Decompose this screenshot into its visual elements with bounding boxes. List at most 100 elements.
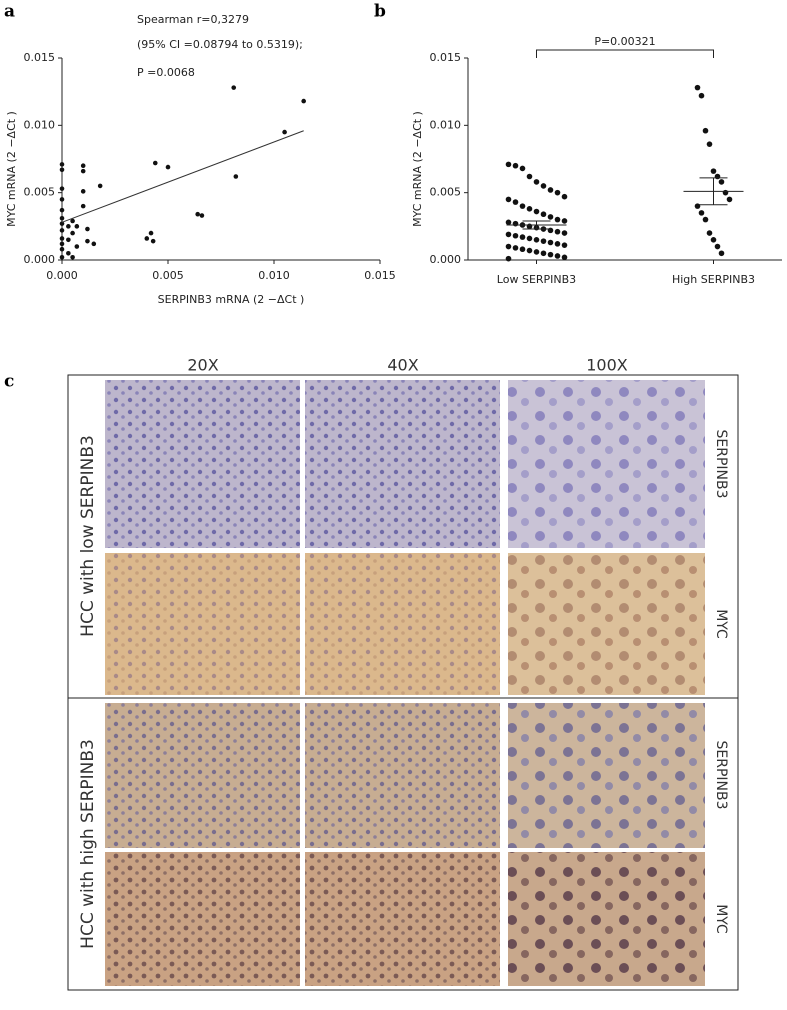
point: [80, 168, 86, 174]
point: [526, 247, 533, 254]
point: [59, 246, 65, 252]
point: [59, 167, 65, 173]
micrograph: [305, 553, 500, 695]
point: [547, 187, 554, 193]
column-header: 40X: [387, 356, 418, 375]
point: [533, 249, 540, 255]
y-tick-label: 0.010: [430, 118, 462, 131]
point: [710, 168, 717, 174]
point: [66, 250, 71, 256]
micrograph: [305, 703, 500, 848]
stain-label: SERPINB3: [713, 740, 729, 809]
point: [91, 241, 97, 247]
y-tick-label: 0.000: [430, 253, 462, 266]
point: [512, 232, 519, 239]
point: [533, 179, 540, 185]
point: [144, 236, 150, 241]
point: [561, 230, 568, 236]
point: [694, 203, 701, 209]
point: [526, 235, 533, 242]
point: [554, 189, 561, 196]
column-header: 100X: [586, 356, 628, 375]
point: [70, 255, 75, 260]
point: [519, 165, 526, 172]
point: [150, 238, 156, 244]
panel-label: b: [374, 2, 386, 22]
point: [66, 237, 71, 243]
point: [714, 173, 721, 180]
point: [97, 183, 103, 189]
point: [714, 243, 721, 250]
point: [540, 211, 547, 218]
point: [519, 246, 526, 253]
stain-label: MYC: [713, 609, 729, 639]
point: [505, 243, 512, 250]
point: [547, 227, 554, 234]
micrograph: [105, 703, 300, 848]
point: [694, 84, 701, 91]
point: [526, 206, 533, 212]
point: [718, 250, 725, 257]
micrograph: [305, 852, 500, 986]
point: [85, 238, 90, 244]
micrographs: [105, 380, 705, 986]
point: [80, 163, 86, 169]
point: [698, 210, 705, 216]
annotation: Spearman r=0,3279: [137, 13, 249, 26]
point: [59, 186, 65, 191]
point: [722, 189, 729, 196]
point: [547, 214, 554, 220]
fit-line: [61, 130, 304, 223]
x-tick-label: 0.000: [46, 269, 78, 282]
point: [710, 237, 717, 243]
micrograph: [508, 380, 705, 548]
point: [282, 129, 287, 135]
point: [59, 207, 65, 213]
point: [561, 193, 568, 200]
point: [512, 162, 519, 169]
point: [165, 164, 171, 170]
point: [512, 199, 519, 205]
annotation: P=0.00321: [594, 35, 655, 48]
point: [59, 255, 65, 260]
point: [702, 216, 709, 223]
point: [199, 213, 205, 218]
significance-bracket: [536, 49, 714, 58]
point: [554, 216, 561, 223]
point: [231, 85, 237, 90]
y-tick-label: 0.005: [430, 186, 462, 199]
y-axis-label: MYC mRNA (2 −ΔCt ): [411, 111, 424, 227]
micrograph: [508, 852, 705, 986]
point: [726, 196, 733, 203]
point: [152, 160, 158, 166]
annotation: (95% CI =0.08794 to 0.5319);: [137, 38, 303, 51]
point: [526, 223, 533, 230]
micrograph: [105, 852, 300, 986]
point: [70, 218, 75, 224]
panel-frame: [67, 374, 739, 991]
point: [66, 224, 71, 229]
point: [706, 141, 713, 147]
panel-label: a: [4, 2, 15, 22]
point: [512, 220, 519, 227]
point: [59, 215, 65, 221]
point: [59, 236, 65, 241]
y-tick-label: 0.000: [24, 253, 56, 266]
y-tick-label: 0.010: [24, 118, 56, 131]
point: [554, 241, 561, 247]
x-tick-label: High SERPINB3: [672, 273, 755, 286]
y-tick-label: 0.015: [24, 51, 56, 64]
point: [59, 221, 65, 226]
point: [547, 239, 554, 246]
point: [554, 253, 561, 259]
point: [505, 196, 512, 203]
point: [505, 255, 512, 262]
point: [706, 230, 713, 236]
annotation: P =0.0068: [137, 66, 195, 79]
point: [85, 226, 90, 232]
point: [80, 189, 86, 194]
y-tick-label: 0.005: [24, 186, 56, 199]
point: [505, 231, 512, 238]
x-tick-label: 0.015: [364, 269, 396, 282]
point: [59, 162, 65, 167]
